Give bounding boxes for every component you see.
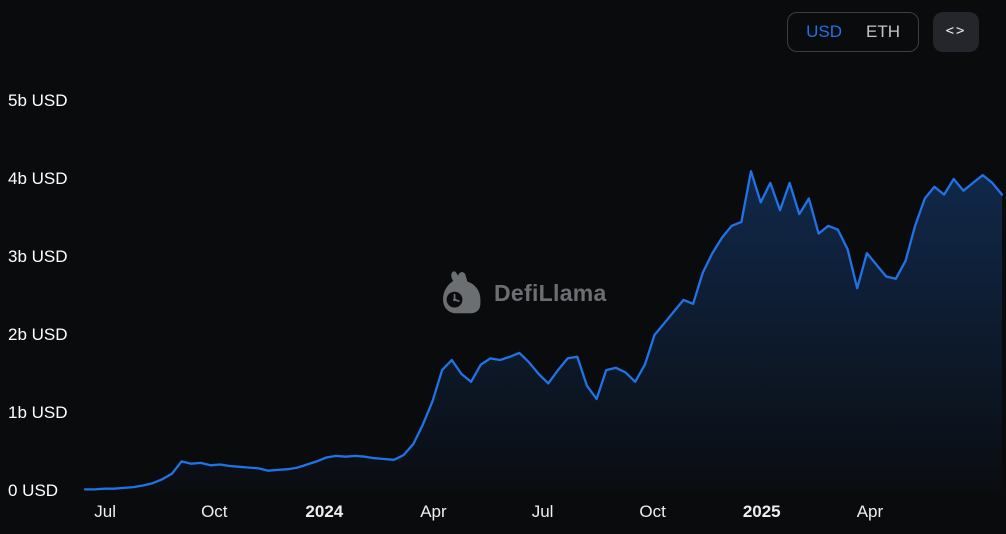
y-axis-label: 0 USD — [8, 481, 59, 500]
x-axis-label: 2025 — [742, 502, 781, 521]
chart-controls: USD ETH <> — [787, 12, 979, 52]
currency-toggle: USD ETH — [787, 12, 919, 52]
y-axis-label: 5b USD — [8, 91, 68, 110]
embed-code-icon: <> — [945, 23, 967, 39]
y-axis-label: 4b USD — [8, 169, 68, 188]
y-axis-label: 1b USD — [8, 403, 68, 422]
x-axis-label: Oct — [639, 502, 666, 521]
currency-usd-button[interactable]: USD — [796, 16, 852, 48]
x-axis-label: Apr — [420, 502, 447, 521]
x-axis-label: 2024 — [305, 502, 344, 521]
y-axis-label: 3b USD — [8, 247, 68, 266]
tvl-area-fill — [85, 171, 1002, 491]
embed-code-button[interactable]: <> — [933, 12, 979, 52]
tvl-line — [83, 170, 1004, 491]
x-axis-label: Apr — [856, 502, 884, 521]
x-axis-label: Jul — [531, 502, 554, 521]
currency-eth-button[interactable]: ETH — [856, 16, 910, 48]
y-axis-label: 2b USD — [8, 325, 68, 344]
x-axis-label: Jul — [94, 502, 117, 521]
x-axis-label: Oct — [201, 502, 228, 521]
